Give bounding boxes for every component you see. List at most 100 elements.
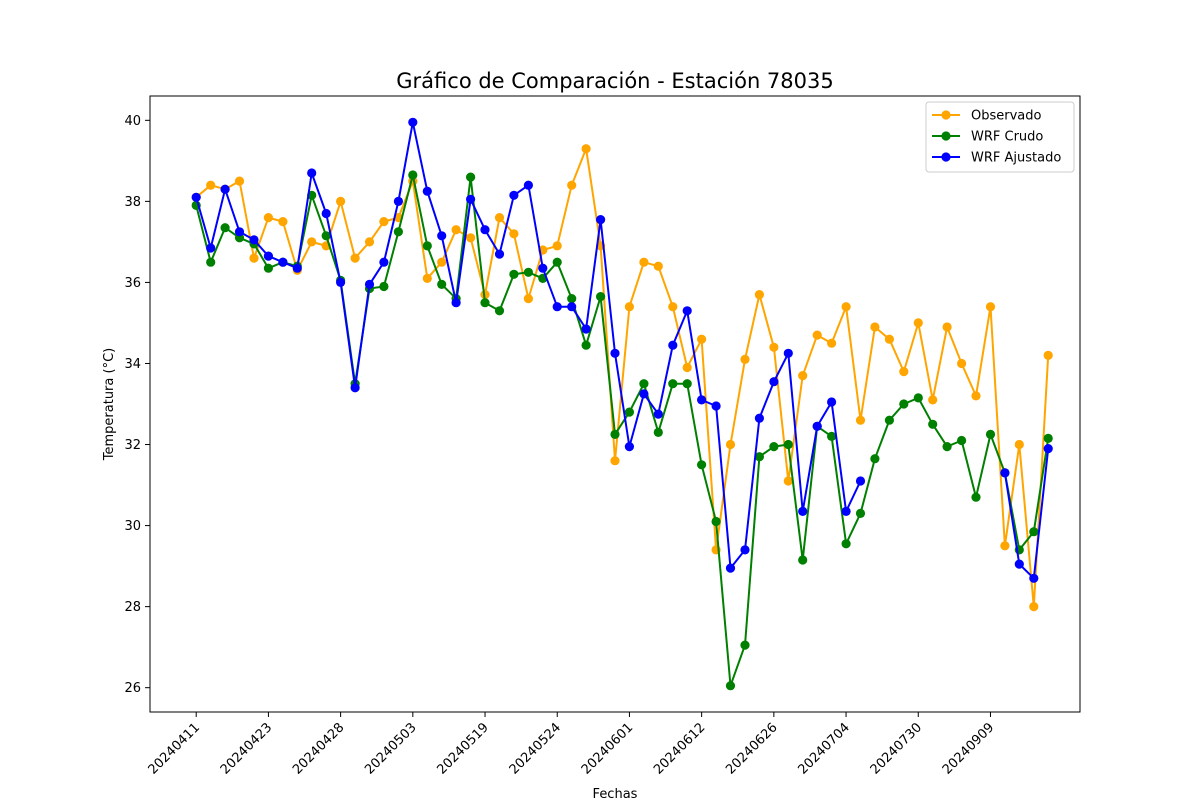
data-point <box>711 516 721 527</box>
data-point <box>725 439 736 450</box>
legend-marker <box>941 131 951 141</box>
series-2 <box>191 117 1053 583</box>
data-point <box>206 257 216 267</box>
data-point <box>191 192 201 202</box>
data-point <box>610 348 620 358</box>
data-point <box>769 342 779 352</box>
data-point <box>480 298 490 308</box>
data-point <box>263 251 273 261</box>
x-tick-label: 20240503 <box>362 720 419 777</box>
data-point <box>1029 573 1039 583</box>
data-point <box>913 318 923 328</box>
data-point <box>827 338 837 348</box>
data-point <box>855 476 866 486</box>
data-point <box>451 298 461 308</box>
data-point <box>1029 602 1039 612</box>
data-point <box>639 379 649 389</box>
data-point <box>827 397 837 407</box>
data-point <box>321 208 331 219</box>
data-point <box>437 257 447 267</box>
data-point <box>769 442 779 452</box>
data-point <box>798 555 808 565</box>
data-point <box>307 237 317 247</box>
y-tick-label: 40 <box>124 114 141 129</box>
data-point <box>754 290 765 300</box>
data-point <box>697 334 707 344</box>
legend-label: Observado <box>971 109 1042 124</box>
data-point <box>596 292 606 302</box>
data-point <box>581 324 591 334</box>
x-axis-label: Fechas <box>593 787 638 800</box>
data-point <box>552 241 562 251</box>
y-tick-label: 30 <box>124 519 141 534</box>
data-point <box>596 215 606 225</box>
data-point <box>711 401 721 411</box>
x-tick-label: 20240428 <box>290 720 347 777</box>
data-point <box>653 427 663 437</box>
series-layer <box>191 117 1053 691</box>
data-point <box>581 340 591 350</box>
data-point <box>985 429 996 439</box>
x-tick-label: 20240524 <box>507 720 564 777</box>
x-tick-label: 20240730 <box>868 720 925 777</box>
data-point <box>740 545 750 555</box>
data-point <box>1029 527 1039 537</box>
y-tick-label: 38 <box>124 195 141 210</box>
series-line <box>1003 448 1050 580</box>
data-point <box>278 217 288 227</box>
x-tick-label: 20240411 <box>146 720 203 777</box>
data-point <box>249 253 259 263</box>
data-point <box>697 460 707 470</box>
legend-marker <box>941 152 951 162</box>
y-tick-label: 26 <box>124 681 141 696</box>
data-point <box>1014 439 1024 450</box>
data-point <box>855 415 866 425</box>
data-point <box>509 190 519 200</box>
data-point <box>263 213 273 223</box>
data-point <box>393 227 403 237</box>
data-point <box>841 539 851 549</box>
data-point <box>263 263 273 273</box>
data-point <box>1043 444 1053 454</box>
data-point <box>220 223 230 233</box>
data-point <box>682 306 692 316</box>
data-point <box>682 379 692 389</box>
data-point <box>466 172 476 182</box>
data-point <box>581 144 591 154</box>
legend-box <box>925 101 1075 173</box>
data-point <box>971 391 981 401</box>
data-point <box>740 354 750 364</box>
data-point <box>234 227 245 237</box>
data-point <box>668 340 678 350</box>
data-point <box>336 196 346 206</box>
data-point <box>494 213 505 223</box>
series-line <box>195 174 1050 687</box>
data-point <box>928 419 938 429</box>
data-point <box>942 442 952 452</box>
data-point <box>379 217 389 227</box>
data-point <box>754 452 765 462</box>
data-point <box>942 322 952 332</box>
data-point <box>1000 468 1010 478</box>
data-point <box>307 168 317 178</box>
y-tick-label: 34 <box>124 357 141 372</box>
data-point <box>798 371 808 381</box>
y-tick-label: 36 <box>124 276 141 291</box>
data-point <box>1043 433 1053 443</box>
data-point <box>899 399 909 409</box>
x-tick-label: 20240612 <box>651 720 708 777</box>
data-point <box>292 263 302 273</box>
x-tick-label: 20240704 <box>795 720 852 777</box>
data-point <box>610 456 620 466</box>
data-point <box>538 263 548 273</box>
data-point <box>220 184 230 194</box>
data-point <box>480 225 490 235</box>
x-tick-label: 20240519 <box>434 720 491 777</box>
data-point <box>523 180 534 190</box>
data-point <box>422 241 432 251</box>
data-point <box>350 253 360 263</box>
data-point <box>234 176 245 186</box>
data-point <box>812 330 822 340</box>
data-point <box>249 235 259 245</box>
x-tick-label: 20240909 <box>940 720 997 777</box>
